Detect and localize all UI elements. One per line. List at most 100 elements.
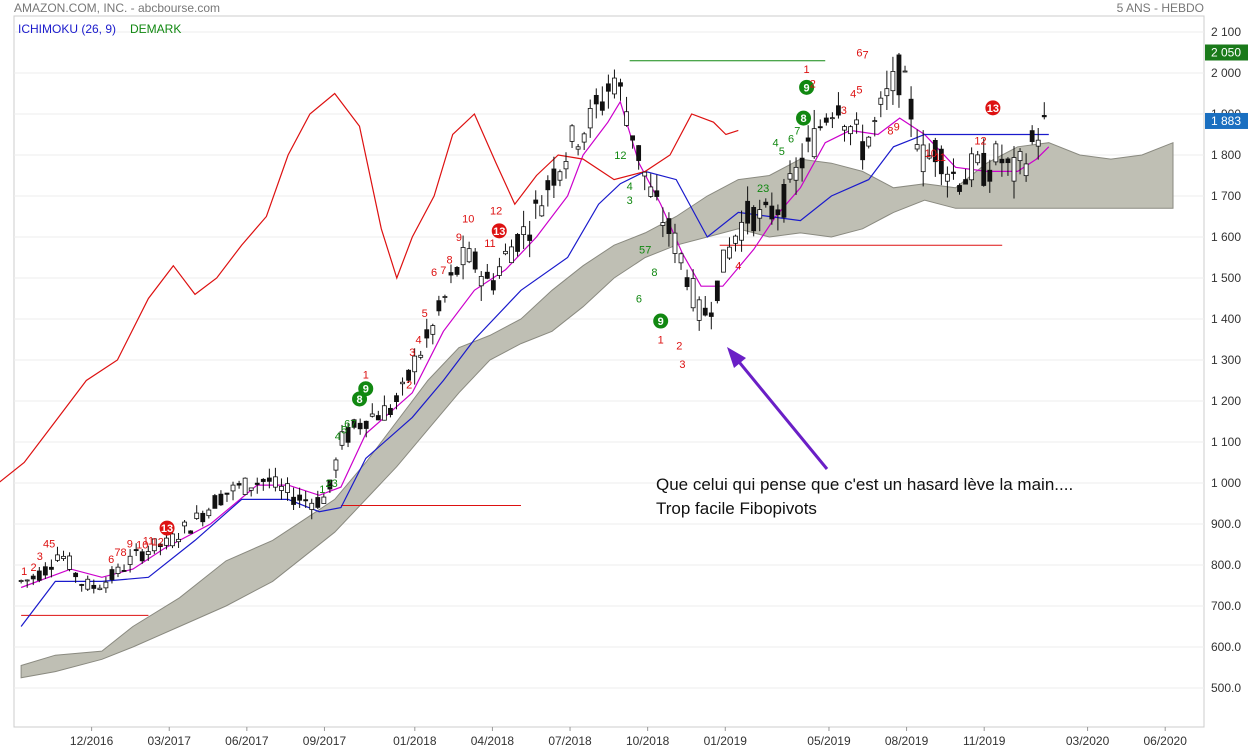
demark-count-label: 5: [856, 84, 862, 96]
demark-count-label: 9: [804, 82, 810, 94]
candle-body: [309, 502, 315, 510]
candle-body: [400, 381, 405, 385]
candle-body: [85, 578, 91, 590]
candle-body: [345, 426, 351, 443]
candle-body: [24, 579, 30, 582]
candle-body: [951, 171, 956, 174]
candle-body: [999, 158, 1005, 164]
demark-count-label: 6: [108, 554, 114, 566]
candle-body: [236, 483, 242, 486]
candle-body: [533, 199, 539, 204]
candle-body: [1035, 139, 1041, 147]
demark-count-label: 1: [658, 335, 664, 347]
demark-count-label: 5: [639, 244, 645, 256]
demark-count-label: 8: [356, 394, 362, 406]
line-tenkan: [20, 100, 1050, 589]
candle-body: [109, 569, 115, 580]
candle-body: [61, 555, 66, 559]
demark-count-label: 11: [484, 238, 495, 250]
candle-body: [666, 218, 672, 234]
demark-count-label: 4: [773, 138, 779, 150]
demark-count-label: 23: [757, 183, 769, 195]
y-tick-label: 1 000: [1211, 476, 1241, 490]
demark-count-label: 4: [335, 431, 341, 443]
candle-body: [151, 538, 157, 552]
candle-body: [1005, 158, 1011, 164]
candle-body: [896, 54, 902, 96]
demark-count-label: 3: [679, 359, 685, 371]
demark-count-label: 6: [788, 134, 794, 146]
x-tick-label: 05/2019: [807, 734, 851, 748]
annotation-line-2: Trop facile Fibopivots: [656, 499, 817, 518]
y-tick-label: 1 400: [1211, 312, 1241, 326]
candle-body: [793, 166, 799, 181]
candle-body: [36, 570, 42, 581]
candle-body: [212, 495, 218, 509]
candle-body: [823, 117, 829, 123]
candle-body: [690, 278, 696, 309]
candle-body: [139, 551, 145, 562]
annotation-line-1: Que celui qui pense que c'est un hasard …: [656, 475, 1074, 494]
candle-body: [539, 205, 545, 217]
demark-count-label: 67: [344, 419, 356, 431]
ichimoku-lines: [0, 92, 1050, 627]
demark-count-label: 78: [114, 547, 126, 559]
demark-count-label: 12: [614, 150, 626, 162]
candle-body: [581, 133, 587, 143]
candle-body: [285, 483, 290, 493]
demark-count-label: 7: [645, 244, 651, 256]
demark-count-label: 12: [490, 205, 502, 217]
demark-count-label: 9: [456, 232, 462, 244]
candle-body: [914, 144, 920, 150]
chart-title: AMAZON.COM, INC. - abcbourse.com: [14, 1, 221, 15]
demark-badge: [985, 100, 1001, 116]
candle-body: [497, 266, 502, 276]
candle-body: [121, 570, 127, 572]
candle-body: [733, 235, 738, 244]
candle-body: [418, 354, 424, 358]
y-tick-label: 800.0: [1211, 558, 1241, 572]
cloud-area: [20, 141, 1174, 679]
candle-body: [605, 83, 611, 92]
candle-body: [545, 180, 551, 191]
demark-count-label: 4: [415, 335, 421, 347]
demark-count-label: 10: [462, 214, 474, 226]
candle-body: [696, 299, 702, 321]
horizontal-levels: [21, 60, 1003, 616]
candle-body: [18, 580, 24, 582]
candle-body: [49, 566, 54, 570]
candle-body: [618, 82, 623, 87]
candle-body: [279, 485, 284, 491]
candle-body: [297, 494, 303, 501]
demark-count-label: 11: [143, 535, 154, 547]
candle-body: [351, 419, 357, 428]
demark-count-label: 13: [161, 523, 173, 535]
candle-body: [30, 575, 36, 580]
y-tick-label: 1 500: [1211, 271, 1241, 285]
candle-body: [448, 272, 454, 276]
ichimoku-legend: ICHIMOKU (26, 9): [18, 22, 117, 36]
x-tick-label: 04/2018: [471, 734, 515, 748]
candle-body: [975, 154, 981, 164]
x-tick-label: 06/2017: [225, 734, 269, 748]
price-badge: [1205, 112, 1248, 129]
arrow-shaft: [733, 356, 829, 470]
demark-count-label: 5: [422, 308, 428, 320]
candle-body: [811, 128, 817, 158]
candle-body: [394, 395, 399, 403]
candle-body: [981, 152, 987, 186]
candle-body: [315, 497, 321, 508]
demark-count-label: 2: [676, 341, 682, 353]
candle-body: [1023, 163, 1029, 177]
y-tick-label: 2 100: [1211, 25, 1241, 39]
candle-body: [575, 146, 581, 150]
candle-body: [194, 512, 200, 519]
x-tick-label: 12/2016: [70, 734, 114, 748]
candle-body: [829, 117, 835, 120]
candle-body: [569, 125, 575, 142]
line-chikou: [0, 92, 739, 483]
demark-badge: [653, 313, 669, 329]
candle-body: [587, 108, 593, 129]
candle-body: [170, 533, 175, 547]
candle-body: [490, 280, 496, 291]
